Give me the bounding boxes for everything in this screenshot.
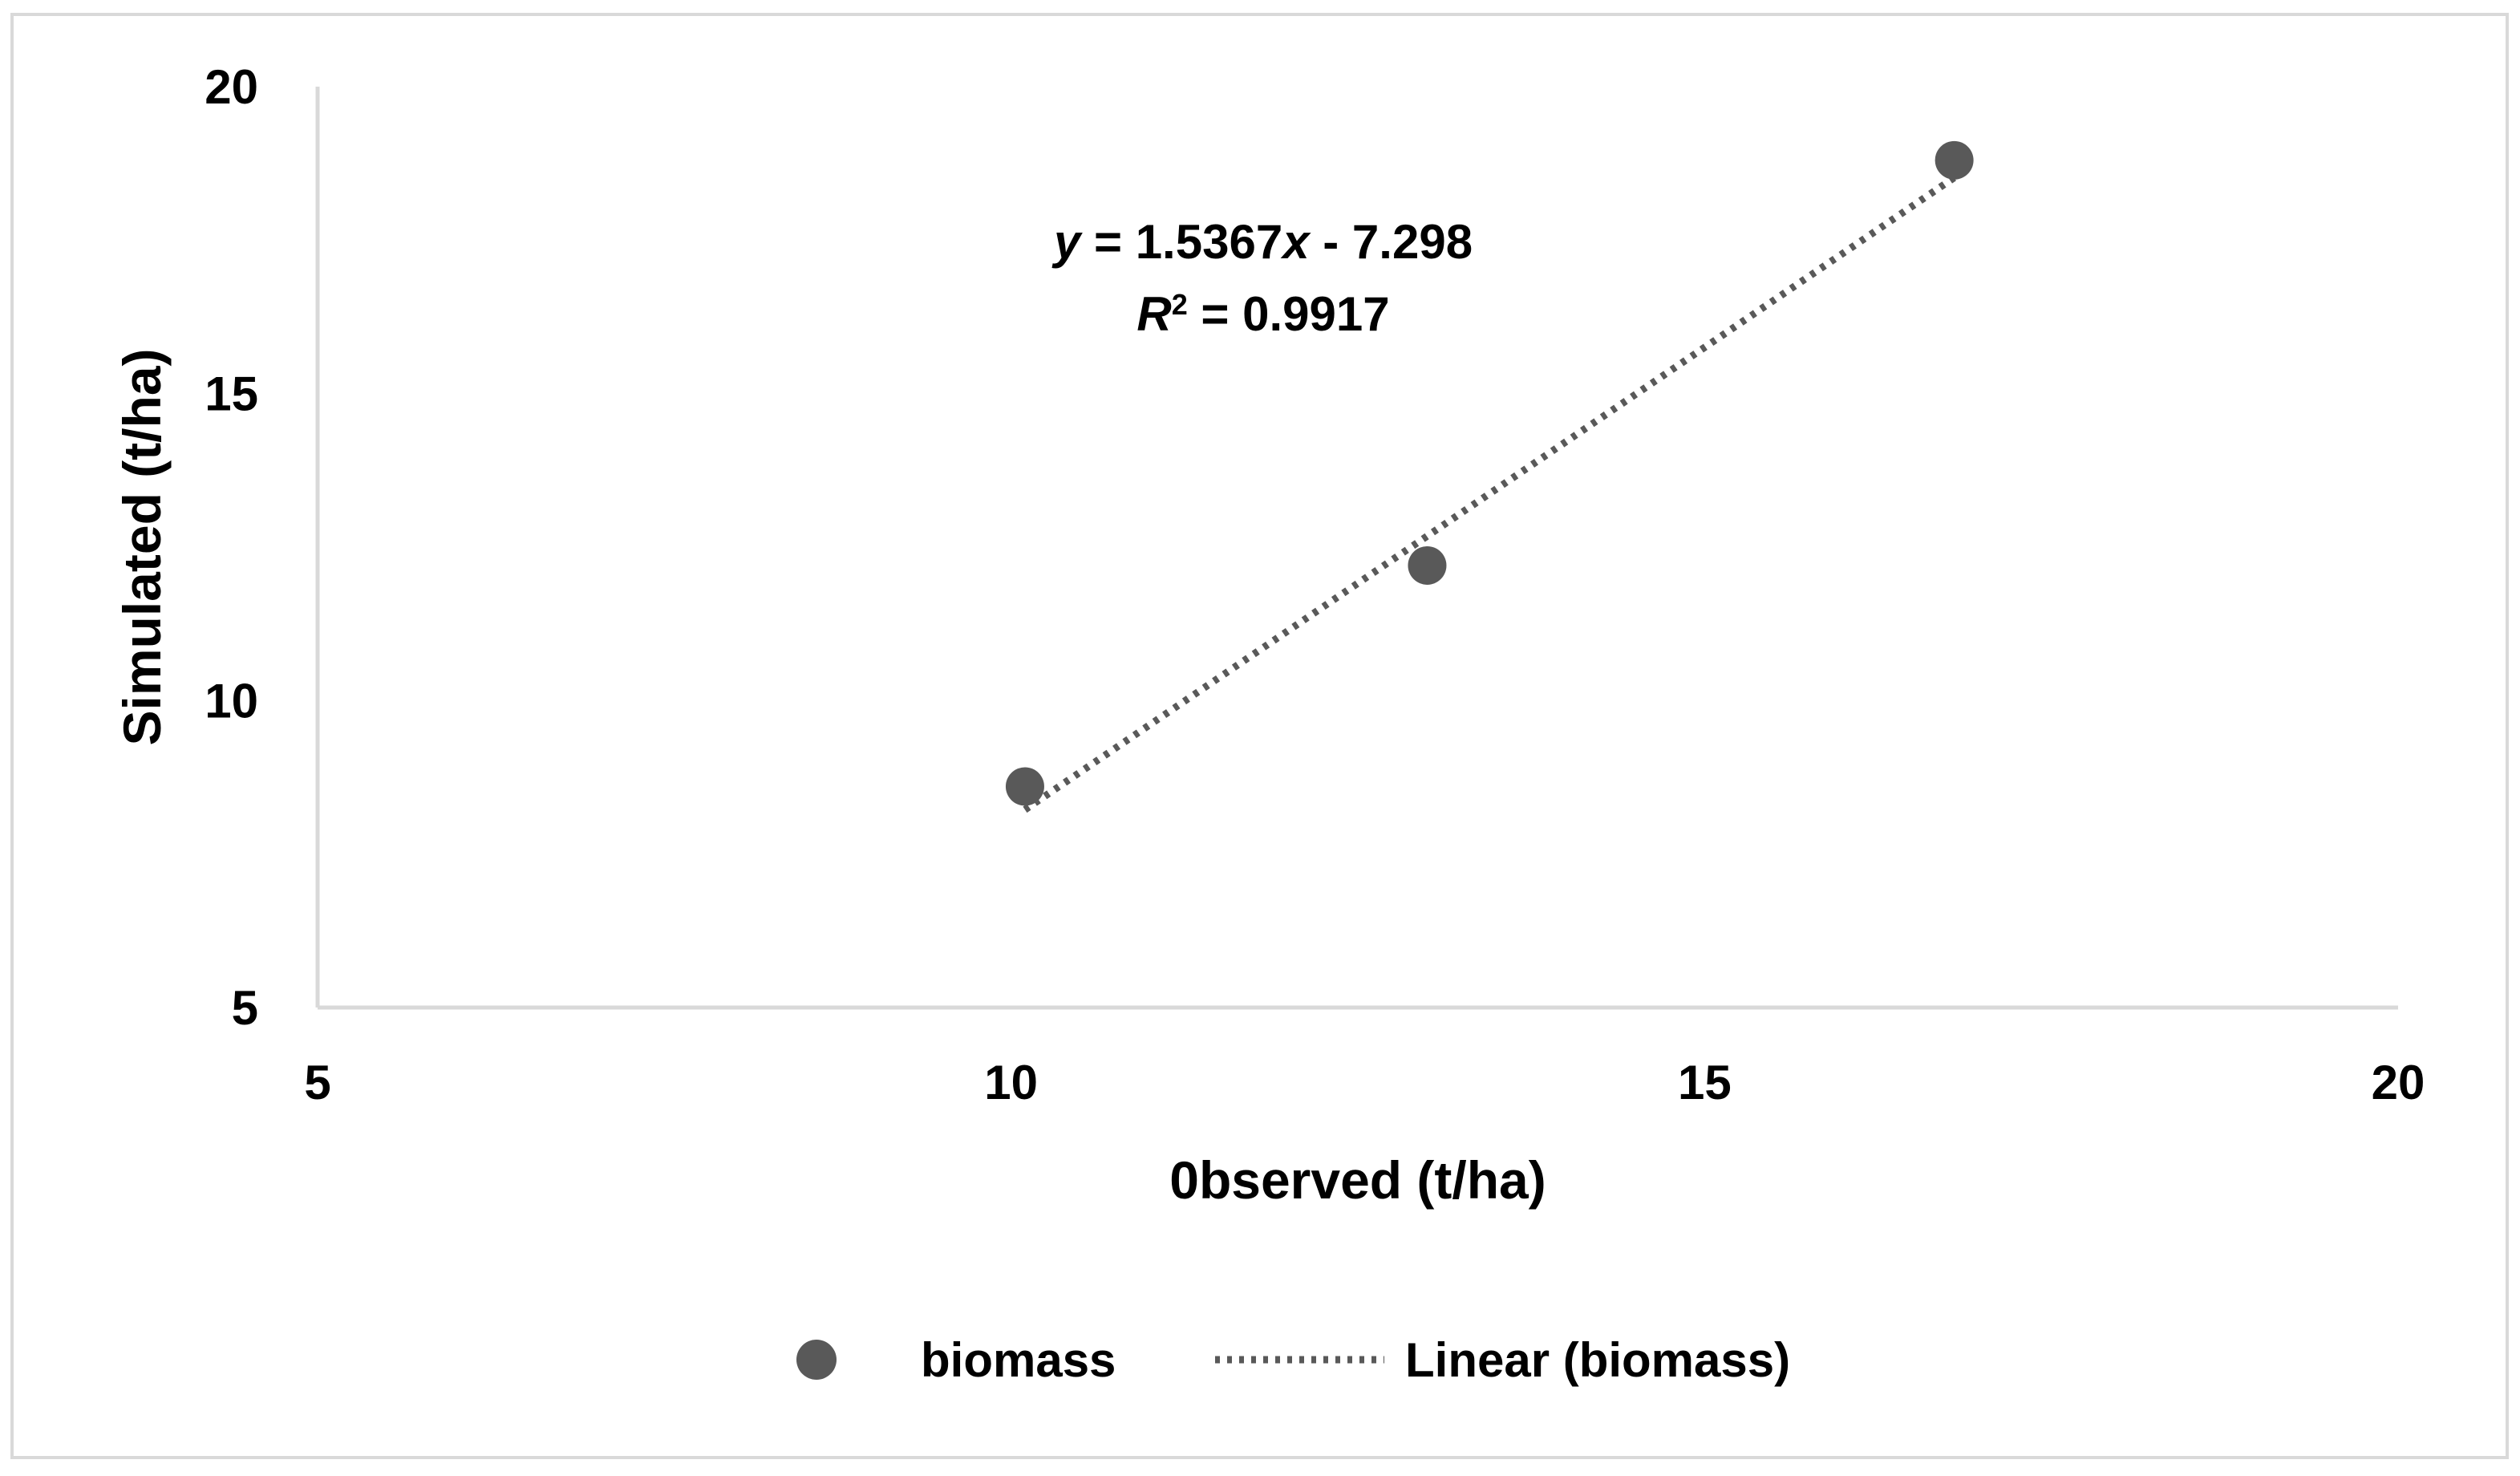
legend-marker-biomass	[796, 1340, 837, 1380]
data-point-biomass	[1005, 767, 1044, 806]
x-tick-label: 20	[2372, 1056, 2425, 1109]
chart-border	[10, 13, 2509, 1459]
x-tick-label: 15	[1678, 1056, 1732, 1109]
data-points	[1005, 140, 1974, 806]
legend-label-biomass: biomass	[921, 1333, 1116, 1387]
y-tick-label: 10	[205, 674, 258, 728]
x-tick-label: 10	[984, 1056, 1038, 1109]
y-tick-labels: 5 10 15 20	[205, 60, 258, 1035]
y-tick-label: 5	[232, 981, 258, 1035]
equation-y-var: y	[1051, 215, 1083, 269]
data-point-biomass	[1935, 140, 1974, 180]
data-point-biomass	[1408, 545, 1447, 585]
equation-x-var: x	[1280, 215, 1311, 269]
legend-label-linear: Linear (biomass)	[1405, 1333, 1790, 1387]
y-axis-title: Simulated (t/ha)	[112, 348, 172, 745]
r-squared-value: = 0.9917	[1188, 287, 1390, 341]
x-tick-label: 5	[304, 1056, 330, 1109]
r-squared-exponent: 2	[1172, 288, 1188, 321]
equation-label: y = 1.5367x - 7.298	[1051, 215, 1473, 269]
equation-intercept: - 7.298	[1310, 215, 1473, 269]
y-tick-label: 15	[205, 367, 258, 421]
equation-slope: = 1.5367	[1080, 215, 1282, 269]
x-tick-labels: 5 10 15 20	[304, 1056, 2425, 1109]
r-squared-var: R	[1136, 287, 1171, 341]
legend: biomass Linear (biomass)	[796, 1333, 1790, 1387]
r-squared-label: R2 = 0.9917	[1136, 287, 1389, 341]
x-axis-title: 0bserved (t/ha)	[1169, 1150, 1546, 1210]
y-tick-label: 20	[205, 60, 258, 114]
